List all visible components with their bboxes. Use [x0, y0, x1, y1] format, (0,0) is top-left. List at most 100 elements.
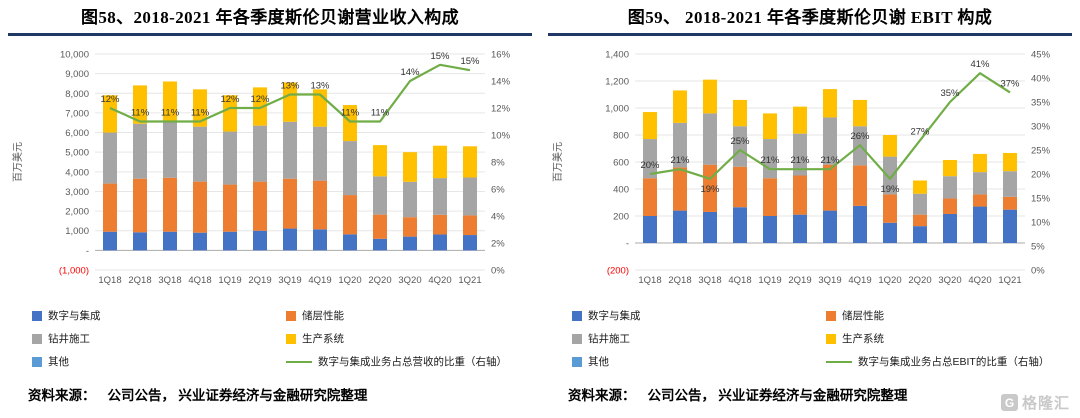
left-axis-tick: 2,000: [65, 207, 89, 218]
category-label: 4Q19: [848, 275, 871, 286]
square-swatch-icon: [826, 310, 836, 321]
ratio-line-label: 19%: [700, 184, 720, 195]
ratio-line-label: 11%: [131, 108, 150, 119]
bar-segment: [163, 231, 177, 251]
bar-segment: [463, 215, 477, 236]
bar-segment: [133, 232, 147, 251]
legend-label: 钻井施工: [48, 333, 90, 345]
bar-segment: [943, 213, 957, 243]
bar-segment: [1003, 196, 1017, 210]
bar-segment: [853, 205, 867, 243]
bar-segment: [673, 90, 687, 123]
legend-label: 数字与集成业务占总营收的比重（右轴）: [318, 356, 507, 368]
bar-segment: [673, 210, 687, 243]
bar-segment: [913, 193, 927, 215]
left-axis-tick: 3,000: [65, 187, 89, 198]
ratio-line: [109, 63, 471, 123]
bar-segment: [763, 178, 777, 216]
ratio-line-label: 15%: [430, 51, 450, 62]
bar-segment: [823, 210, 837, 243]
left-axis-tick: 5,000: [65, 148, 89, 159]
ratio-line-label: 11%: [341, 108, 360, 119]
category-label: 1Q18: [638, 275, 661, 286]
right-axis-tick: 16%: [491, 50, 511, 61]
ratio-line-label: 11%: [191, 108, 210, 119]
bar-segment: [433, 214, 447, 235]
bar-segment: [1003, 209, 1017, 243]
bar-segment: [763, 113, 777, 140]
bar-segment: [973, 206, 987, 243]
bar-segment: [313, 229, 327, 251]
left-axis-tick: 600: [613, 158, 629, 169]
bar-segment: [763, 216, 777, 243]
left-axis-tick: 7,000: [65, 108, 89, 119]
category-label: 2Q18: [668, 275, 691, 286]
legend-label: 储层性能: [302, 310, 344, 322]
square-swatch-icon: [286, 333, 296, 344]
legend-label: 其他: [48, 356, 69, 368]
ratio-line-label: 21%: [820, 155, 840, 166]
bar-segment: [643, 178, 657, 216]
bar-segment: [403, 217, 417, 237]
bar-segment: [313, 180, 327, 230]
line-swatch-icon: [826, 360, 852, 363]
bar-segment: [973, 194, 987, 207]
left-axis-tick: (1,000): [59, 266, 89, 277]
bar-segment: [703, 113, 717, 165]
y-axis-title: 百万美元: [551, 142, 564, 182]
ratio-line-label: 11%: [161, 108, 180, 119]
bar-segment: [103, 132, 117, 184]
bar-segment: [223, 95, 237, 132]
bar-segment: [733, 99, 747, 127]
category-label: 1Q21: [458, 275, 481, 286]
legend-label: 其他: [588, 356, 609, 368]
bar-segment: [433, 234, 447, 251]
bar-segment: [373, 145, 387, 177]
gelonghui-watermark: G 格隆汇: [1000, 392, 1070, 413]
category-label: 4Q18: [188, 275, 211, 286]
bar-segment: [1003, 171, 1017, 197]
category-label: 1Q20: [878, 275, 901, 286]
bar-segment: [643, 112, 657, 140]
bar-segment: [343, 105, 357, 142]
right-axis-tick: 30%: [1031, 122, 1051, 133]
ratio-line-label: 12%: [100, 94, 120, 105]
right-axis-tick: 35%: [1031, 98, 1051, 109]
bar-segment: [823, 117, 837, 165]
bar-segment: [733, 207, 747, 243]
legend-item: 钻井施工: [572, 331, 822, 346]
bar-segment: [283, 82, 297, 122]
line-swatch-icon: [286, 360, 312, 363]
bar-segment: [943, 198, 957, 214]
right-axis-tick: 8%: [491, 158, 505, 169]
bar-segment: [793, 106, 807, 134]
revenue-composition-chart: 10,000 9,000 8,000 7,000 6,000 5,000 4,000 3,00…: [11, 50, 511, 287]
gelonghui-logo-icon: G: [1000, 394, 1018, 411]
right-axis-tick: 40%: [1031, 74, 1051, 85]
bar-segment: [373, 176, 387, 215]
legend-item-ratio-line: 数字与集成业务占总EBIT的比重（右轴）: [826, 354, 1078, 369]
category-label: 2Q19: [788, 275, 811, 286]
left-axis-tick: 6,000: [65, 128, 89, 139]
category-label: 1Q21: [998, 275, 1021, 286]
right-axis-tick: 0%: [1031, 266, 1045, 277]
bar-segment: [433, 145, 447, 179]
bar-segment: [283, 228, 297, 251]
source-row: 资料来源： 公司公告， 兴业证券经济与金融研究院整理: [2, 384, 538, 404]
bar-segment: [313, 126, 327, 181]
bar-segment: [643, 216, 657, 243]
bar-segment: [133, 178, 147, 233]
category-label: 4Q20: [428, 275, 451, 286]
category-label: 3Q18: [158, 275, 181, 286]
legend-label: 数字与集成业务占总EBIT的比重（右轴）: [858, 356, 1050, 368]
category-label: 4Q19: [308, 275, 331, 286]
category-label: 1Q20: [338, 275, 361, 286]
bar-segment: [403, 181, 417, 218]
category-label: 3Q20: [938, 275, 961, 286]
right-axis-tick: 20%: [1031, 170, 1051, 181]
left-axis-tick: 10,000: [60, 50, 89, 61]
panel-ebit-chart: 图59、 2018-2021 年各季度斯伦贝谢 EBIT 构成 1,400 1,2…: [542, 6, 1078, 404]
bar-segment: [883, 135, 897, 157]
title-underline: [8, 33, 532, 36]
bar-segment: [253, 125, 267, 182]
